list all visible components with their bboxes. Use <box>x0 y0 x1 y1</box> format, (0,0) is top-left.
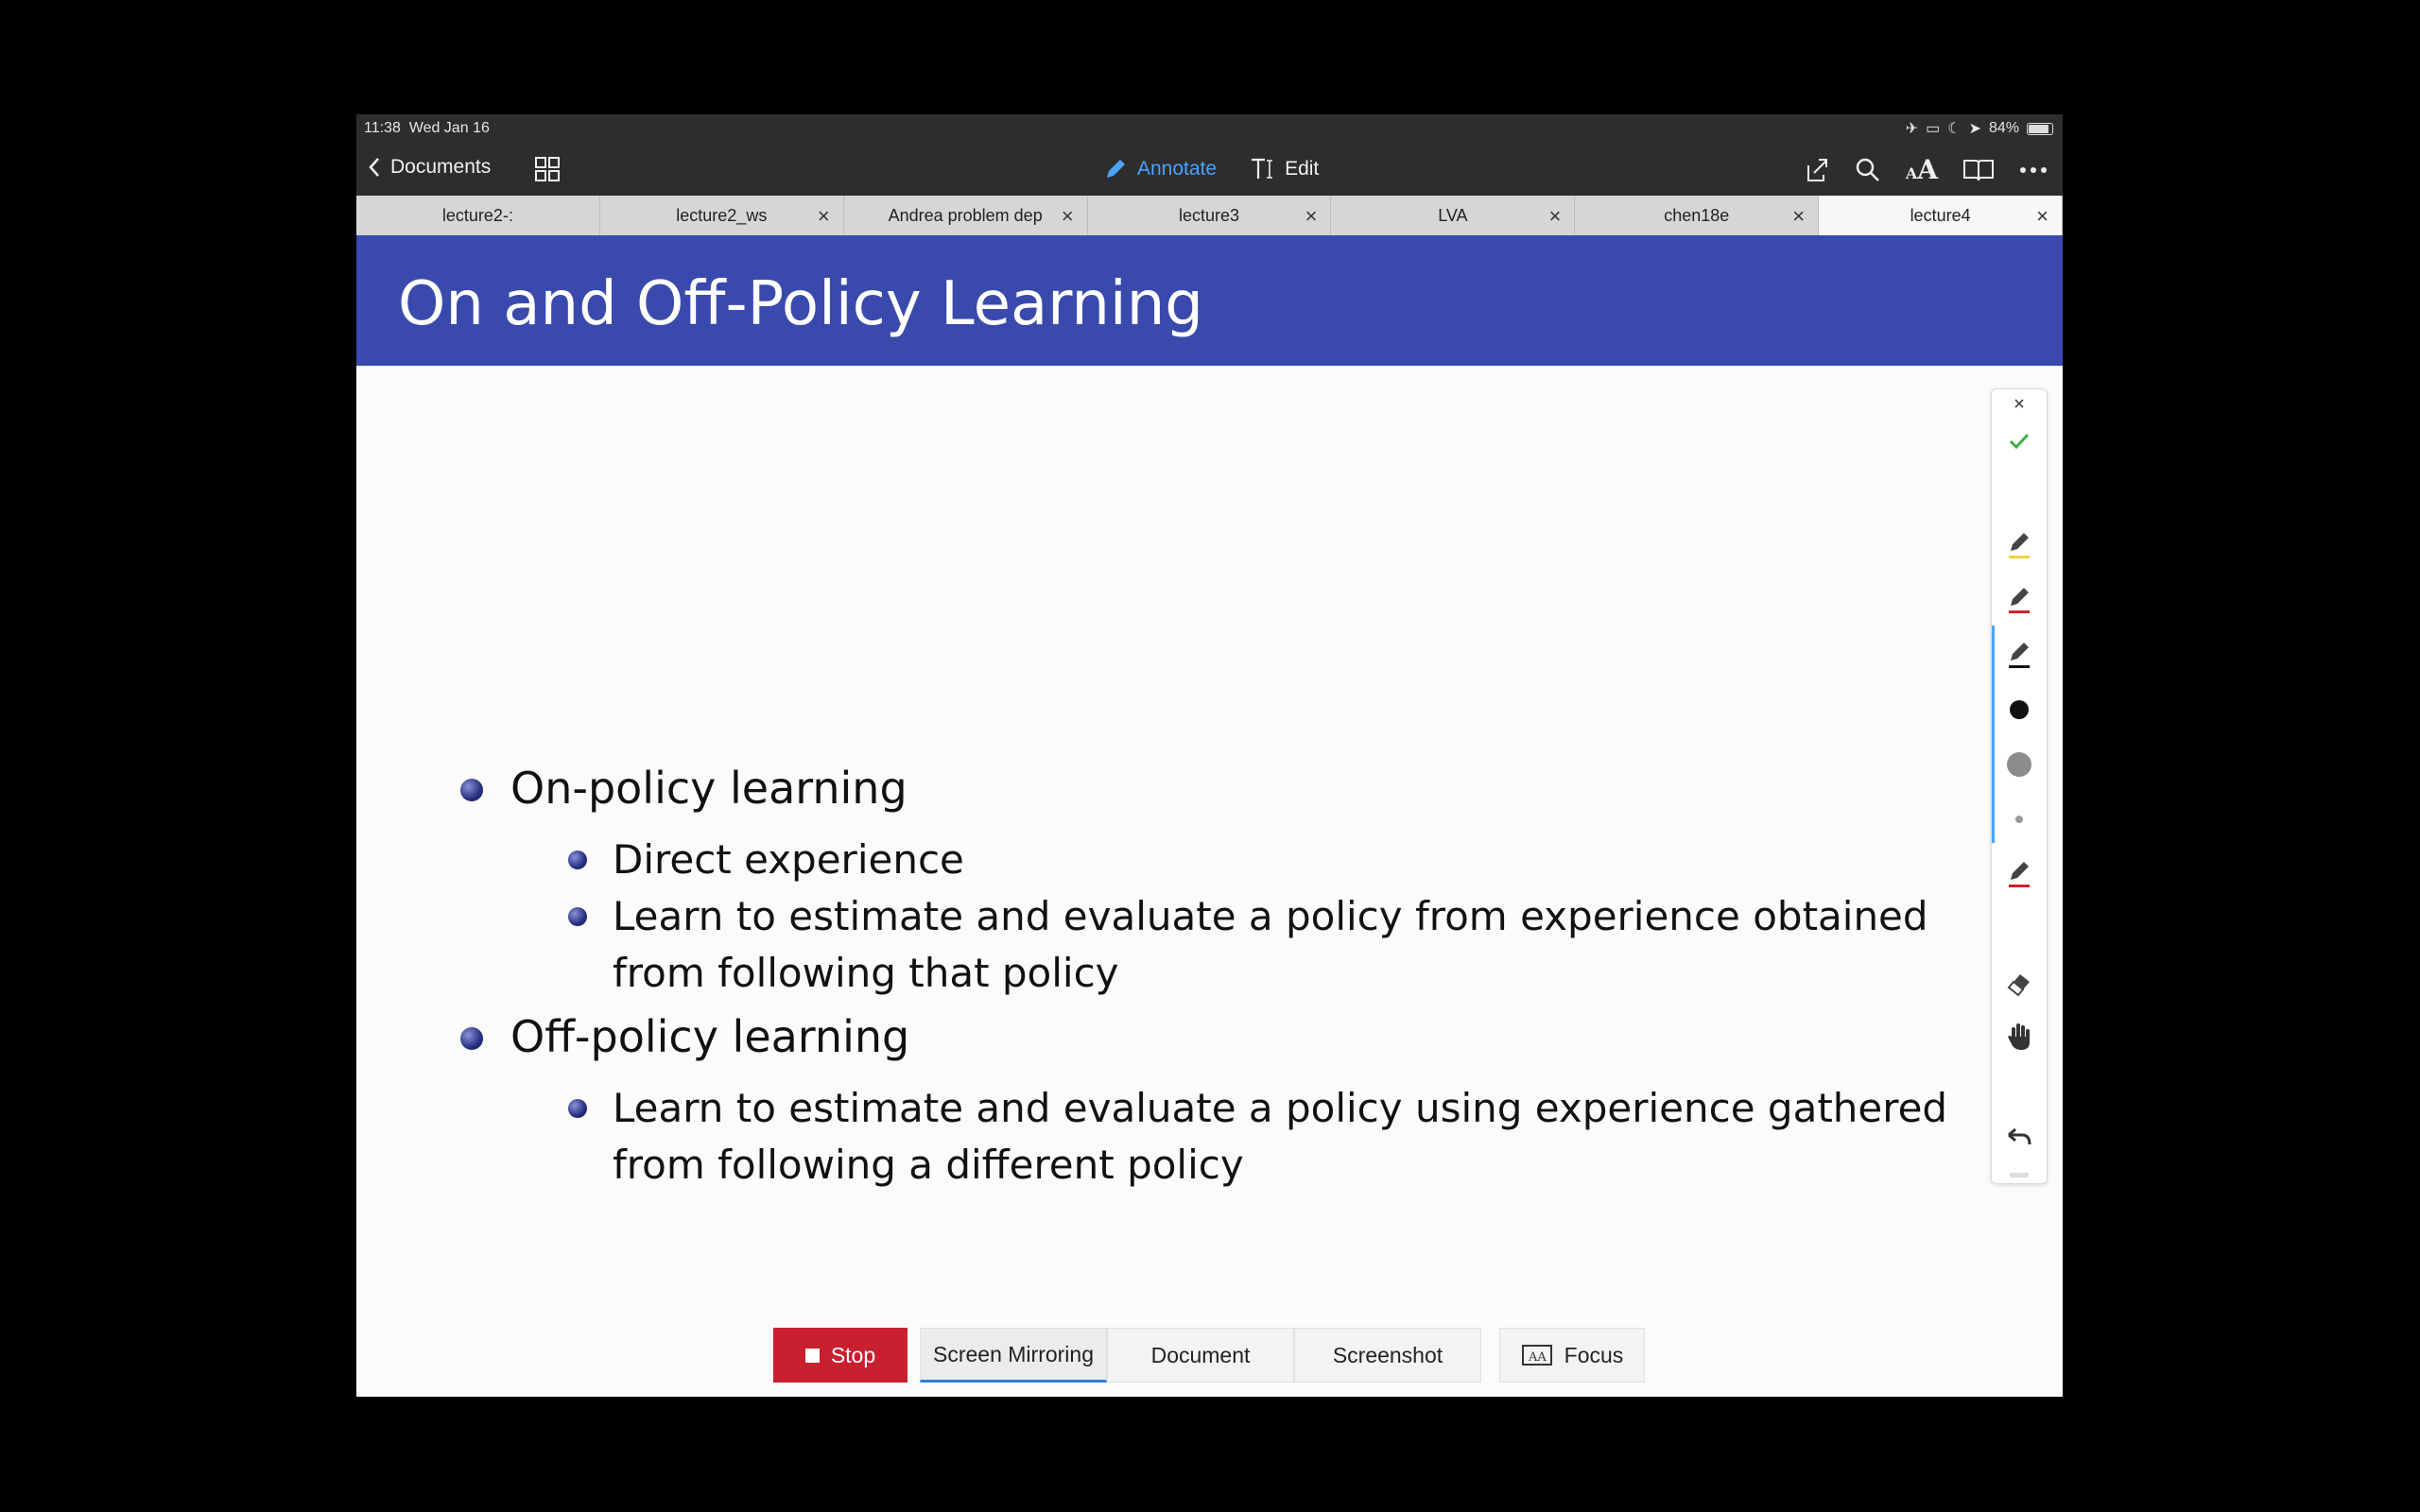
sub-bullet-direct-experience: Direct experience <box>613 836 964 883</box>
more-icon[interactable] <box>2019 165 2048 175</box>
screen-mirroring-label: Screen Mirroring <box>933 1341 1094 1366</box>
annotation-tool-palette <box>1991 388 2048 1184</box>
tab-3[interactable]: lecture3 × <box>1088 196 1332 235</box>
date-text: Wed Jan 16 <box>408 120 490 136</box>
dot-small-icon[interactable] <box>1992 796 2047 843</box>
pen-red-icon[interactable] <box>1992 576 2047 624</box>
sub-bullet-off-policy-definition: Learn to estimate and evaluate a policy … <box>613 1085 1948 1188</box>
tab-2[interactable]: Andrea problem dep × <box>844 196 1088 235</box>
ipad-screen: 11:38 Wed Jan 16 ✈ ▭ ☾ ➤ 84% Documents <box>356 114 2063 1397</box>
document-tabs: lecture2-: lecture2_ws × Andrea problem d… <box>356 196 2063 235</box>
document-button[interactable]: Document <box>1107 1328 1294 1383</box>
stop-icon <box>804 1348 820 1363</box>
focus-icon: AA <box>1521 1344 1553 1366</box>
close-tab-icon[interactable]: × <box>1792 204 1806 228</box>
grid-icon <box>534 156 561 182</box>
stop-button[interactable]: Stop <box>773 1328 908 1383</box>
dot-medium-icon[interactable] <box>1992 741 2047 788</box>
back-button[interactable]: Documents <box>368 156 491 179</box>
close-tab-icon[interactable]: × <box>817 204 830 228</box>
tab-0[interactable]: lecture2-: <box>356 196 600 235</box>
slide-title: On and Off-Policy Learning <box>398 269 1203 339</box>
tab-label: lecture3 <box>1178 205 1240 225</box>
tab-label: lecture2-: <box>441 205 513 225</box>
close-icon[interactable] <box>1992 389 2047 418</box>
pen-black-icon[interactable] <box>1992 631 2047 679</box>
bullet-off-policy: Off-policy learning <box>510 1011 910 1062</box>
dot-large-icon[interactable] <box>1992 686 2047 733</box>
undo-icon[interactable] <box>1992 1113 2047 1160</box>
chevron-left-icon <box>368 156 381 179</box>
screen-mirror-icon: ▭ <box>1926 121 1941 137</box>
eraser-icon[interactable] <box>1992 960 2047 1007</box>
pen-red-2-icon[interactable] <box>1992 850 2047 898</box>
status-bar: 11:38 Wed Jan 16 ✈ ▭ ☾ ➤ 84% <box>356 114 2063 143</box>
palette-grip[interactable] <box>2010 1173 2029 1177</box>
stop-label: Stop <box>830 1342 876 1367</box>
search-icon[interactable] <box>1855 157 1881 183</box>
document-label: Document <box>1150 1342 1251 1367</box>
pencil-icon <box>1103 157 1128 181</box>
book-icon[interactable] <box>1962 157 1995 183</box>
close-tab-icon[interactable]: × <box>1305 204 1318 228</box>
edit-button[interactable]: Edit <box>1249 156 1319 182</box>
sub-bullet-dot <box>568 907 587 926</box>
slide-header: On and Off-Policy Learning <box>356 235 2063 366</box>
tab-label: LVA <box>1438 205 1468 225</box>
battery-icon <box>2027 122 2053 135</box>
close-tab-icon[interactable]: × <box>2036 204 2049 228</box>
pen-yellow-icon[interactable] <box>1992 522 2047 569</box>
tab-1[interactable]: lecture2_ws × <box>600 196 844 235</box>
sub-bullet-on-policy-definition: Learn to estimate and evaluate a policy … <box>613 893 1928 996</box>
time-text: 11:38 <box>364 120 401 136</box>
bullet-dot <box>460 779 483 801</box>
nav-right-buttons: AA <box>1804 154 2048 185</box>
tab-label: Andrea problem dep <box>888 205 1043 225</box>
slide-body: On-policy learning Direct experience Lea… <box>356 366 2063 1397</box>
nav-bar: Documents Annotate <box>356 143 2063 196</box>
mode-switch: Annotate Edit <box>1103 156 1319 182</box>
focus-button[interactable]: AA Focus <box>1499 1328 1645 1383</box>
tab-5[interactable]: chen18e × <box>1575 196 1820 235</box>
screenshot-button[interactable]: Screenshot <box>1294 1328 1481 1383</box>
close-tab-icon[interactable]: × <box>1548 204 1562 228</box>
selection-indicator <box>1992 626 1995 843</box>
text-cursor-icon <box>1249 156 1275 182</box>
svg-text:AA: AA <box>1528 1350 1547 1365</box>
battery-text: 84% <box>1988 120 2019 136</box>
annotate-button[interactable]: Annotate <box>1103 157 1217 181</box>
sub-bullet-dot <box>568 1099 587 1118</box>
tab-4[interactable]: LVA × <box>1331 196 1576 235</box>
bullet-on-policy: On-policy learning <box>510 763 908 814</box>
share-icon[interactable] <box>1804 156 1830 184</box>
font-size-icon[interactable]: AA <box>1905 154 1938 185</box>
focus-label: Focus <box>1564 1342 1624 1367</box>
annotate-label: Annotate <box>1137 158 1218 180</box>
airplane-icon: ✈ <box>1905 121 1919 137</box>
hand-icon[interactable] <box>1992 1013 2047 1060</box>
bullet-dot <box>460 1027 483 1050</box>
close-tab-icon[interactable]: × <box>1061 204 1074 228</box>
sub-bullet-dot <box>568 850 587 869</box>
tab-label: lecture2_ws <box>676 205 768 225</box>
checkmark-icon[interactable] <box>1992 418 2047 465</box>
edit-label: Edit <box>1285 158 1320 180</box>
screen-mirroring-button[interactable]: Screen Mirroring <box>920 1328 1107 1383</box>
screen-mirroring-bar: Stop Screen Mirroring Document Screensho… <box>356 1328 2063 1384</box>
status-icons: ✈ ▭ ☾ ➤ 84% <box>1906 119 2053 138</box>
moon-icon: ☾ <box>1947 121 1962 137</box>
tab-label: lecture4 <box>1910 205 1971 225</box>
tab-6-active[interactable]: lecture4 × <box>1819 196 2063 235</box>
location-icon: ➤ <box>1968 121 1981 137</box>
grid-view-button[interactable] <box>534 156 561 182</box>
status-time: 11:38 Wed Jan 16 <box>364 120 490 137</box>
back-label: Documents <box>390 156 492 178</box>
tab-label: chen18e <box>1664 205 1730 225</box>
screenshot-label: Screenshot <box>1332 1342 1443 1367</box>
